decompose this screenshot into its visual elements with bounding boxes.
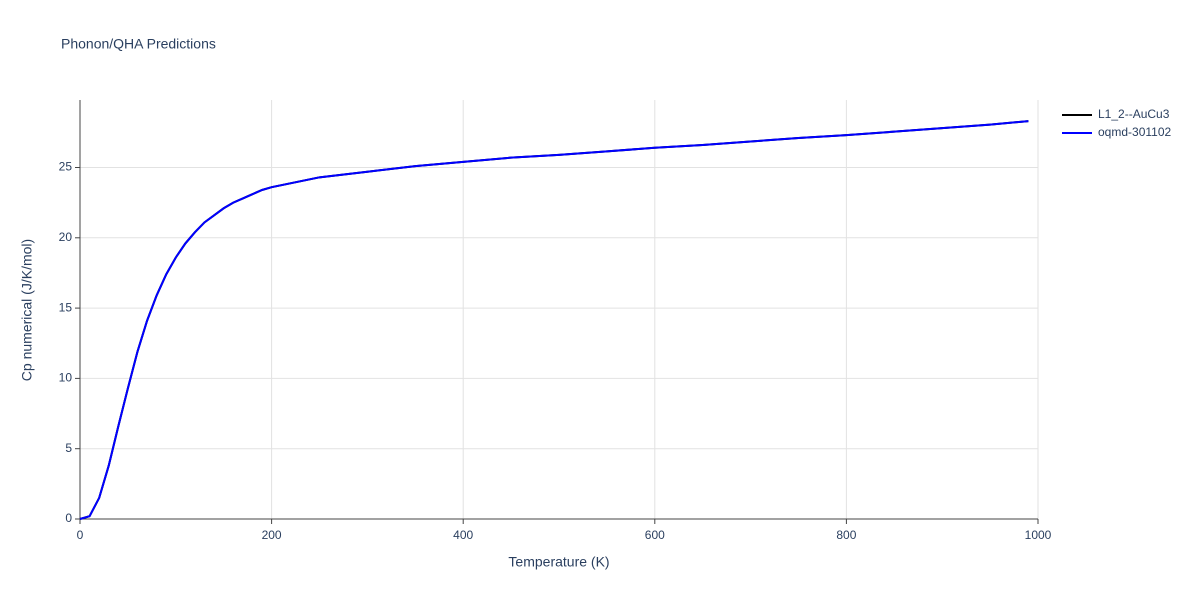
x-tick-label: 200 (262, 528, 282, 542)
y-axis-title: Cp numerical (J/K/mol) (19, 239, 35, 381)
x-tick-label: 600 (645, 528, 665, 542)
x-tick-label: 400 (453, 528, 473, 542)
x-tick-label: 800 (836, 528, 856, 542)
y-tick-label: 15 (59, 300, 73, 314)
series-line (79, 120, 1029, 520)
legend-label: L1_2--AuCu3 (1098, 107, 1170, 121)
x-tick-label: 0 (77, 528, 84, 542)
y-tick-label: 20 (59, 230, 73, 244)
y-tick-label: 0 (65, 511, 72, 525)
chart-title: Phonon/QHA Predictions (61, 36, 216, 52)
y-tick-label: 10 (59, 371, 73, 385)
legend-label: oqmd-301102 (1098, 125, 1171, 139)
x-tick-label: 1000 (1025, 528, 1052, 542)
y-tick-label: 25 (59, 160, 73, 174)
series-line (79, 120, 1029, 520)
x-axis-title: Temperature (K) (508, 554, 609, 570)
y-tick-label: 5 (65, 441, 72, 455)
